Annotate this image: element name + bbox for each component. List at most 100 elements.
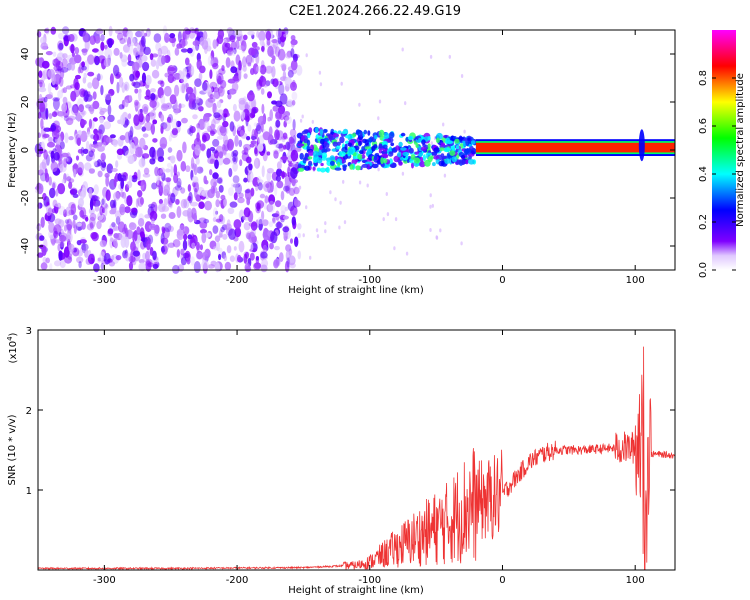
heatmap-cell — [270, 137, 275, 145]
heatmap-cell — [132, 81, 141, 89]
heatmap-cell — [175, 198, 180, 205]
heatmap-cell — [463, 129, 466, 134]
heatmap-cell — [401, 47, 404, 52]
heatmap-cell — [76, 112, 81, 122]
heatmap-cell — [54, 202, 61, 208]
heatmap-cell — [315, 228, 319, 233]
heatmap-cell — [134, 99, 139, 106]
snr-y-ticks: 1 2 3 — [26, 326, 675, 497]
heatmap-cell — [234, 135, 239, 147]
heatmap-cell — [266, 171, 272, 182]
heatmap-cell — [394, 217, 398, 222]
heatmap-cell — [100, 152, 106, 162]
heatmap-cell — [194, 187, 198, 199]
heatmap-cell — [80, 130, 88, 142]
heatmap-cell — [88, 118, 92, 129]
heatmap-cell — [237, 197, 245, 204]
heatmap-cell — [57, 183, 66, 195]
heatmap-cell — [200, 229, 207, 234]
heatmap-cell — [124, 252, 131, 262]
heatmap-cell — [89, 104, 95, 115]
heatmap-cell — [59, 259, 66, 269]
heatmap-cell — [95, 73, 104, 81]
heatmap-cell — [58, 250, 63, 261]
heatmap-cell — [62, 96, 68, 105]
heatmap-cell — [97, 49, 104, 56]
heatmap-cell — [228, 228, 237, 240]
heatmap-cell — [88, 150, 94, 158]
heatmap-cell — [70, 189, 74, 196]
heatmap-cell — [99, 205, 104, 216]
heatmap-cell — [398, 161, 403, 166]
heatmap-cell — [193, 212, 197, 223]
heatmap-cell — [215, 218, 222, 223]
heatmap-cell — [285, 185, 291, 194]
x-tick-label: 100 — [626, 275, 645, 286]
heatmap-cell — [120, 177, 125, 190]
heatmap-cell — [232, 149, 239, 157]
snr-y-multiplier-base: (x10 — [8, 341, 19, 364]
heatmap-cell — [43, 149, 48, 160]
heatmap-cell — [144, 121, 153, 131]
heatmap-cell — [58, 76, 64, 87]
heatmap-cell — [199, 37, 205, 46]
heatmap-cell — [218, 233, 223, 238]
heatmap-cell — [96, 220, 102, 230]
heatmap-cell — [143, 167, 150, 175]
heatmap-cell — [342, 164, 348, 168]
heatmap-cell — [161, 55, 166, 65]
heatmap-cell — [196, 132, 200, 143]
heatmap-cell — [135, 146, 143, 158]
heatmap-cell — [192, 181, 197, 188]
heatmap-cell — [242, 65, 247, 72]
heatmap-cell — [187, 47, 193, 54]
heatmap-cell — [217, 86, 223, 94]
heatmap-cell — [289, 255, 295, 264]
heatmap-cell — [77, 66, 81, 74]
heatmap-cell — [42, 192, 47, 201]
heatmap-cell — [104, 172, 110, 178]
heatmap-cell — [190, 65, 195, 76]
heatmap-cell — [78, 104, 85, 113]
heatmap-cell — [435, 235, 439, 240]
heatmap-cell — [119, 203, 126, 216]
heatmap-cell — [347, 142, 353, 147]
heatmap-cell — [92, 117, 98, 122]
heatmap-cell — [251, 135, 257, 141]
heatmap-cell — [173, 187, 179, 196]
heatmap-cell — [323, 142, 330, 149]
heatmap-cell — [134, 88, 139, 94]
heatmap-cell — [284, 115, 292, 125]
heatmap-cell — [140, 179, 147, 192]
heatmap-cell — [299, 152, 305, 160]
colorbar-tick-label: 0.8 — [698, 70, 709, 86]
heatmap-cell — [397, 152, 402, 158]
heatmap-cell — [43, 96, 48, 103]
heatmap-cell — [128, 130, 133, 141]
heatmap-cell — [256, 122, 261, 132]
heatmap-cell — [378, 99, 382, 104]
heatmap-cell — [424, 159, 431, 167]
heatmap-cell — [166, 162, 172, 168]
heatmap-cell — [218, 68, 226, 75]
heatmap-cell — [415, 143, 419, 148]
heatmap-cell — [186, 207, 193, 219]
heatmap-cell — [401, 171, 405, 176]
heatmap-cell — [373, 144, 378, 149]
heatmap-cell — [254, 147, 258, 155]
heatmap-cell — [355, 165, 361, 171]
heatmap-cell — [90, 232, 98, 240]
heatmap-cell — [267, 45, 274, 57]
heatmap-cell — [181, 117, 188, 124]
heatmap-cell — [269, 109, 274, 121]
heatmap-cell — [47, 82, 52, 94]
heatmap-cell — [225, 153, 232, 160]
heatmap-cell — [201, 81, 208, 91]
heatmap-cell — [280, 204, 287, 214]
heatmap-cell — [319, 128, 323, 136]
heatmap-cell — [141, 72, 147, 84]
heatmap-cell — [320, 162, 324, 167]
heatmap-cell — [290, 205, 298, 216]
heatmap-cell — [123, 81, 130, 92]
heatmap-cell — [150, 225, 158, 231]
